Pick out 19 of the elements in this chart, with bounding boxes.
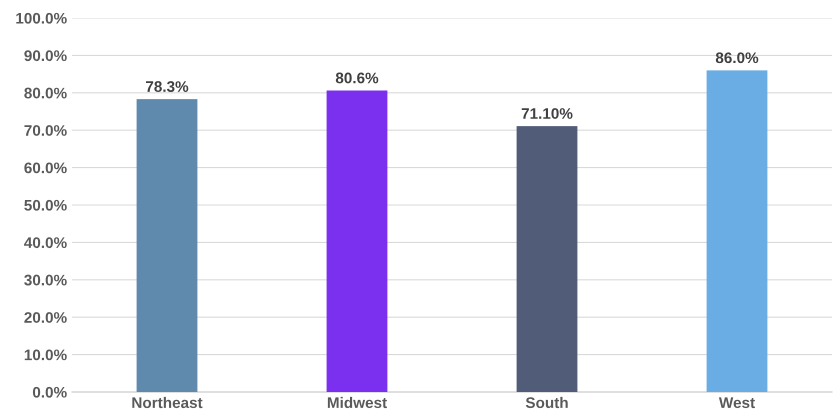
y-tick-label: 20.0% bbox=[24, 312, 67, 323]
x-tick-label: Northeast bbox=[132, 396, 202, 408]
y-tick-label: 100.0% bbox=[16, 12, 67, 24]
y-tick-label: 50.0% bbox=[24, 200, 67, 211]
x-tick-label: Midwest bbox=[328, 396, 387, 408]
y-tick-label: 10.0% bbox=[24, 349, 67, 360]
x-tick-label: South bbox=[526, 396, 568, 408]
y-tick-label: 0.0% bbox=[32, 386, 67, 398]
data-label: 71.10% bbox=[522, 108, 573, 119]
y-tick-label: 80.0% bbox=[24, 88, 67, 98]
data-label: 86.0% bbox=[716, 52, 758, 64]
y-tick-label: 40.0% bbox=[24, 237, 67, 248]
data-label: 78.3% bbox=[146, 81, 188, 92]
data-label: 80.6% bbox=[336, 72, 378, 84]
x-tick-label: West bbox=[718, 397, 755, 408]
y-tick-label: 90.0% bbox=[24, 50, 67, 62]
y-tick-label: 70.0% bbox=[24, 125, 67, 136]
y-tick-label: 30.0% bbox=[24, 274, 67, 286]
y-tick-label: 60.0% bbox=[24, 162, 67, 174]
